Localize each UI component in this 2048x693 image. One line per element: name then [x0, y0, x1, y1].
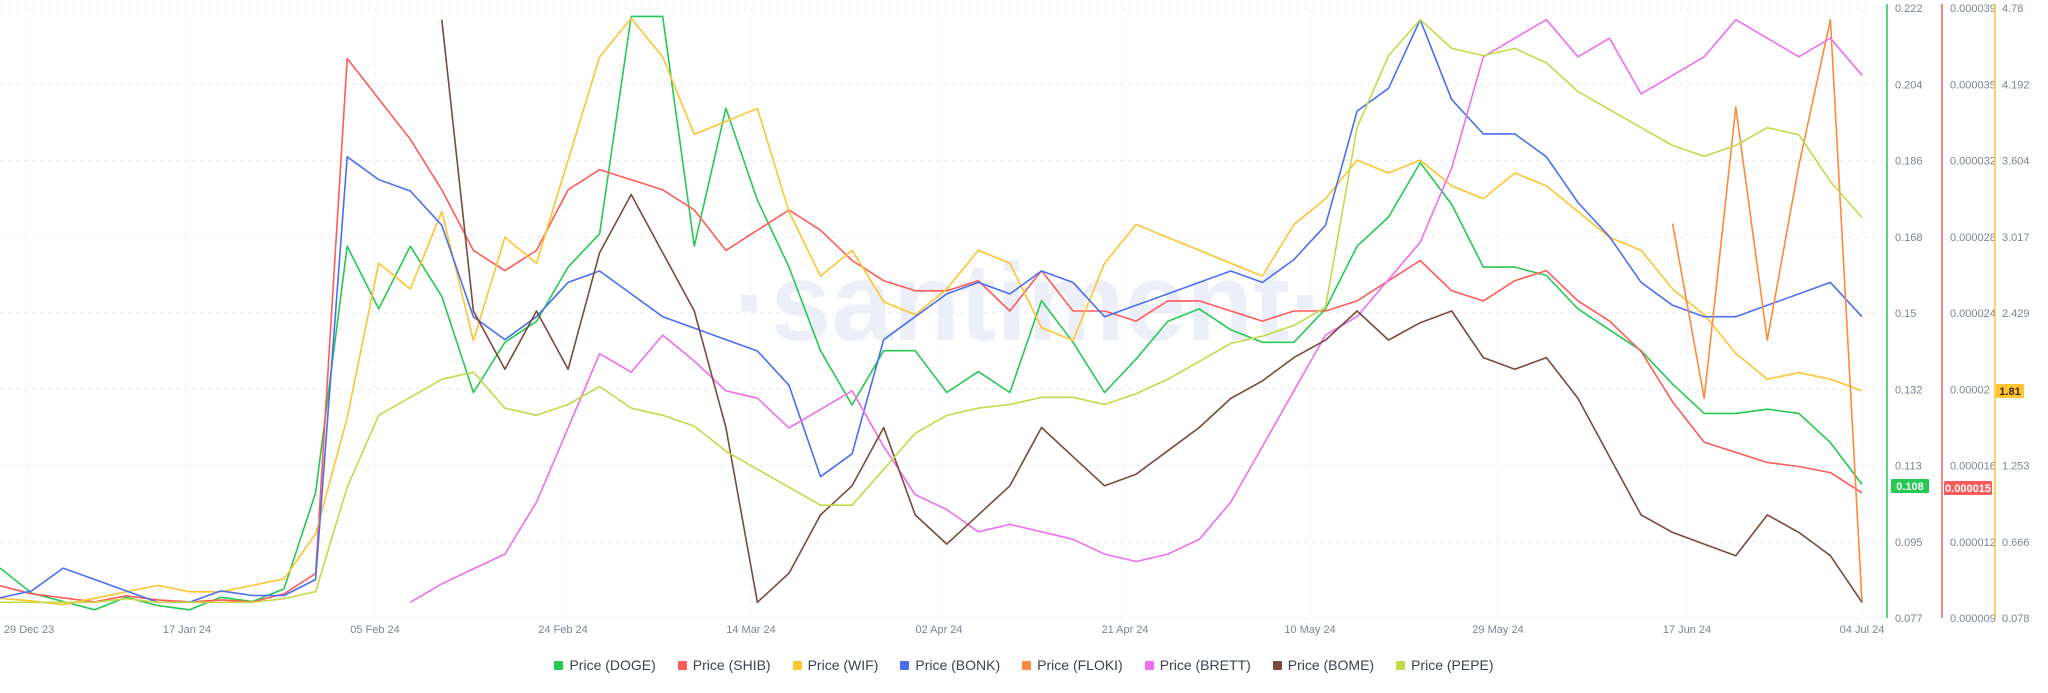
value-badge-bg [1891, 479, 1929, 493]
y-tick-label-doge: 0.186 [1895, 156, 1923, 168]
chart-legend: Price (DOGE) Price (SHIB) Price (WIF) Price… [0, 657, 2048, 673]
legend-item[interactable]: Price (FLOKI) [1022, 657, 1123, 673]
y-tick-label-doge: 0.095 [1895, 537, 1923, 549]
value-badge-text: 0.000015 [1945, 483, 1991, 495]
series-line-pricefloki[interactable] [1671, 18, 1863, 603]
x-tick-label: 04 Jul 24 [1840, 624, 1885, 636]
x-tick-label: 29 May 24 [1472, 624, 1523, 636]
y-tick-label-shib: 0.000016 [1950, 461, 1996, 473]
legend-swatch [1022, 660, 1032, 670]
series-line-pricebrett[interactable] [409, 18, 1863, 603]
y-tick-label-doge: 0.168 [1895, 232, 1923, 244]
x-tick-label: 05 Feb 24 [350, 624, 400, 636]
y-tick-label-doge: 0.113 [1895, 461, 1922, 473]
x-tick-label: 14 Mar 24 [726, 624, 776, 636]
x-tick-label: 17 Jun 24 [1663, 624, 1711, 636]
legend-label: Price (PEPE) [1411, 657, 1494, 673]
legend-swatch [792, 660, 802, 670]
y-tick-label-wif: 1.253 [2002, 461, 2030, 473]
x-tick-label: 02 Apr 24 [915, 624, 962, 636]
y-tick-label-shib: 0.000012 [1950, 537, 1996, 549]
y-tick-label-doge: 0.15 [1895, 308, 1916, 320]
y-tick-label-doge: 0.132 [1895, 384, 1923, 396]
y-tick-label-wif: 0.666 [2002, 537, 2030, 549]
series-line-pricewif[interactable] [0, 17, 1863, 606]
legend-swatch [1144, 660, 1154, 670]
legend-item[interactable]: Price (WIF) [792, 657, 879, 673]
value-badge-text: 0.108 [1896, 481, 1924, 493]
legend-label: Price (FLOKI) [1037, 657, 1123, 673]
value-badge-doge: 0.108 [1891, 479, 1929, 493]
legend-swatch [1272, 660, 1282, 670]
series-line-priceshib[interactable] [0, 57, 1863, 603]
legend-label: Price (BRETT) [1159, 657, 1251, 673]
x-tick-label: 10 May 24 [1284, 624, 1335, 636]
y-tick-label-shib: 0.000009 [1950, 613, 1996, 625]
legend-item[interactable]: Price (PEPE) [1396, 657, 1494, 673]
legend-swatch [554, 660, 564, 670]
legend-label: Price (WIF) [807, 657, 879, 673]
x-tick-label: 24 Feb 24 [538, 624, 588, 636]
legend-swatch [1396, 660, 1406, 670]
legend-item[interactable]: Price (BOME) [1272, 657, 1375, 673]
series-line-pricebome[interactable] [441, 19, 1863, 604]
series-line-pricedoge[interactable] [0, 15, 1863, 611]
y-tick-label-shib: 0.000039 [1950, 3, 1996, 15]
legend-item[interactable]: Price (DOGE) [554, 657, 656, 673]
y-tick-label-wif: 4.78 [2002, 3, 2023, 15]
series-lines [0, 15, 1863, 611]
value-badge-wif: 1.81 [1996, 384, 2024, 398]
legend-label: Price (BOME) [1287, 657, 1375, 673]
legend-item[interactable]: Price (BRETT) [1144, 657, 1251, 673]
x-tick-label: 21 Apr 24 [1101, 624, 1148, 636]
value-badge-text: 1.81 [1999, 386, 2020, 398]
legend-item[interactable]: Price (SHIB) [677, 657, 771, 673]
value-badge-bg [1944, 481, 1992, 495]
y-tick-label-doge: 0.077 [1895, 613, 1923, 625]
value-badge-shib: 0.000015 [1944, 481, 1992, 495]
series-line-pricebonk[interactable] [0, 18, 1863, 604]
legend-swatch [900, 660, 910, 670]
y-tick-label-shib: 0.000024 [1950, 308, 1996, 320]
y-tick-label-wif: 4.192 [2002, 79, 2030, 91]
y-tick-label-wif: 0.078 [2002, 613, 2030, 625]
legend-swatch [677, 660, 687, 670]
axes: 29 Dec 23 17 Jan 24 05 Feb 24 24 Feb 24 14 M… [4, 3, 2030, 636]
grid-lines [0, 7, 1887, 619]
y-tick-label-wif: 2.429 [2002, 308, 2030, 320]
y-tick-label-shib: 0.00002 [1950, 384, 1990, 396]
y-tick-label-shib: 0.000028 [1950, 232, 1996, 244]
y-tick-label-shib: 0.000032 [1950, 156, 1996, 168]
legend-label: Price (DOGE) [569, 657, 656, 673]
y-tick-label-doge: 0.222 [1895, 3, 1923, 15]
value-badge-bg [1996, 384, 2024, 398]
legend-item[interactable]: Price (BONK) [900, 657, 1000, 673]
x-tick-label: 17 Jan 24 [163, 624, 211, 636]
legend-label: Price (SHIB) [692, 657, 771, 673]
y-tick-label-wif: 3.604 [2002, 156, 2030, 168]
legend-label: Price (BONK) [915, 657, 1001, 673]
y-tick-label-wif: 3.017 [2002, 232, 2030, 244]
y-tick-label-shib: 0.000035 [1950, 79, 1996, 91]
y-tick-label-doge: 0.204 [1895, 79, 1923, 91]
series-line-pricepepe[interactable] [0, 18, 1863, 604]
x-tick-label: 29 Dec 23 [4, 624, 54, 636]
